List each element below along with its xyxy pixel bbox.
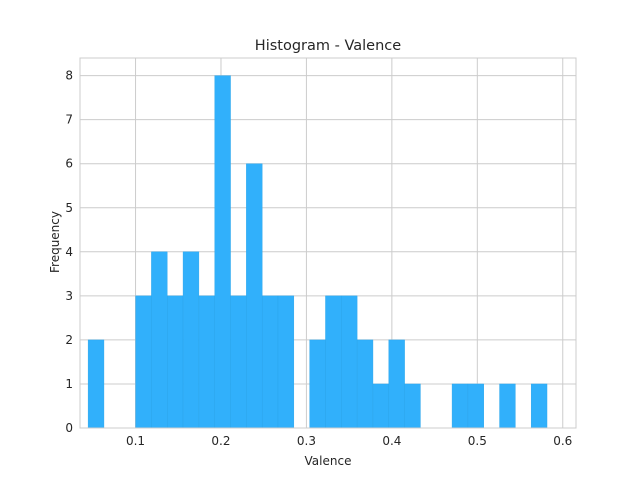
- y-axis-label: Frequency: [48, 211, 62, 273]
- histogram-bar: [151, 251, 168, 429]
- histogram-bar: [230, 295, 247, 429]
- histogram-bar: [198, 295, 215, 429]
- histogram-bar: [467, 383, 484, 429]
- histogram-bar: [530, 383, 548, 429]
- histogram-bar: [87, 339, 105, 429]
- y-tick-label: 6: [65, 157, 73, 171]
- x-tick-label: 0.5: [468, 434, 487, 448]
- y-tick-label: 3: [65, 289, 73, 303]
- histogram-bar: [309, 339, 326, 429]
- histogram-bar: [214, 75, 231, 429]
- histogram-bar: [261, 295, 279, 429]
- histogram-bar: [277, 295, 295, 429]
- plot-frame: [79, 57, 577, 429]
- x-axis-label: Valence: [305, 454, 352, 468]
- y-tick-label: 0: [65, 421, 73, 435]
- histogram-bar: [372, 383, 389, 429]
- x-tick-labels: 0.1 0.2 0.3 0.4 0.5 0.6: [126, 434, 572, 448]
- histogram-bar: [404, 383, 421, 429]
- x-tick-label: 0.6: [553, 434, 572, 448]
- x-tick-label: 0.3: [297, 434, 316, 448]
- histogram-bar: [135, 295, 152, 429]
- y-tick-labels: 0 1 2 3 4 5 6 7 8: [65, 69, 73, 435]
- histogram-bar: [341, 295, 358, 429]
- y-tick-label: 4: [65, 245, 73, 259]
- histogram-bar: [167, 295, 184, 429]
- histogram-bar: [499, 383, 516, 429]
- histogram-bar: [325, 295, 342, 429]
- histogram-bar: [451, 383, 469, 429]
- x-tick-label: 0.2: [211, 434, 230, 448]
- histogram-bar: [388, 339, 405, 429]
- y-tick-label: 7: [65, 113, 73, 127]
- histogram-bar: [356, 339, 374, 429]
- x-tick-label: 0.4: [382, 434, 401, 448]
- y-tick-label: 5: [65, 201, 73, 215]
- x-tick-label: 0.1: [126, 434, 145, 448]
- y-tick-label: 2: [65, 333, 73, 347]
- histogram-bar: [182, 251, 200, 429]
- histogram-bar: [246, 163, 263, 429]
- histogram-bars: [87, 75, 548, 429]
- y-tick-label: 1: [65, 377, 73, 391]
- chart-title: Histogram - Valence: [255, 38, 401, 54]
- y-tick-label: 8: [65, 69, 73, 83]
